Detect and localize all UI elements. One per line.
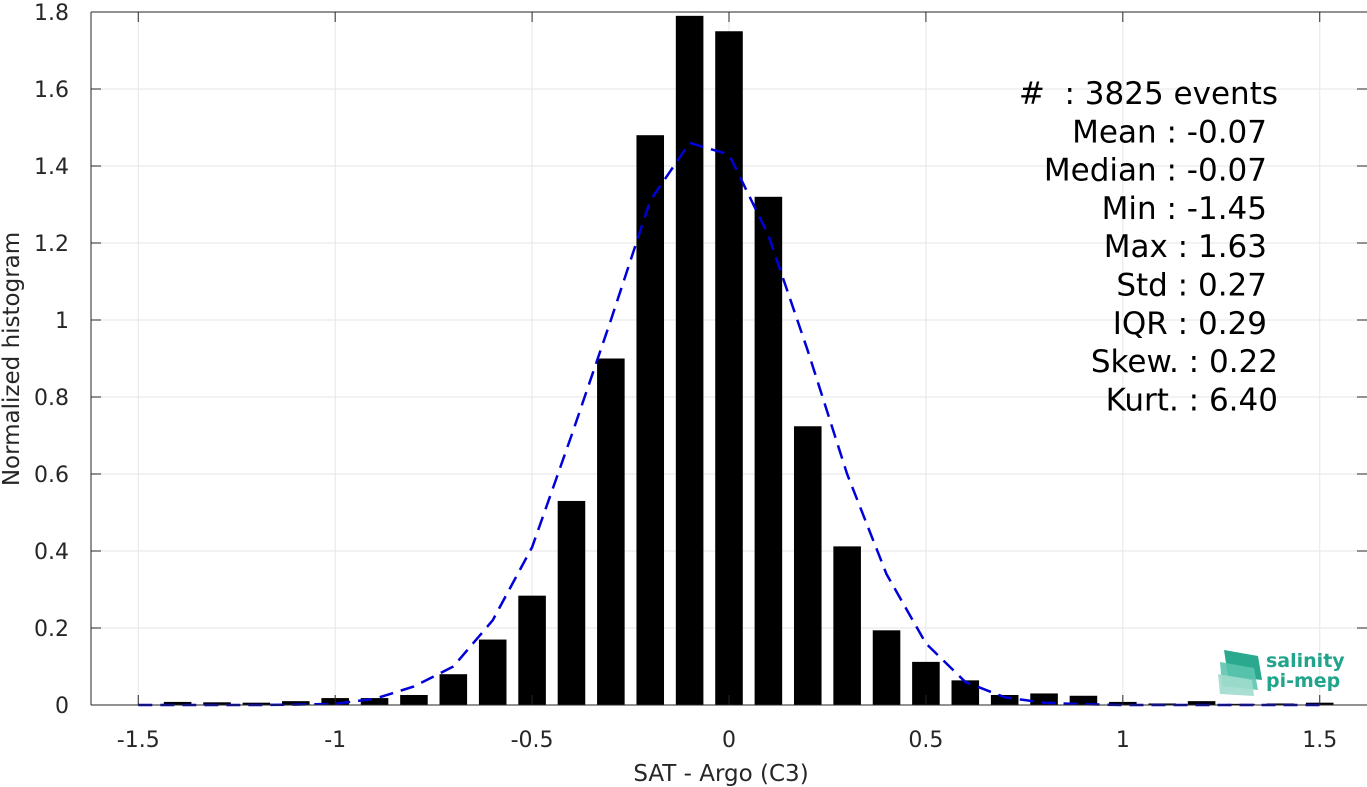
logo-text-salinity: salinity bbox=[1266, 650, 1345, 672]
histogram-bar bbox=[1266, 703, 1295, 705]
histogram-bar bbox=[597, 358, 625, 705]
stats-line: Skew. : 0.22 bbox=[1091, 344, 1278, 380]
y-tick-label: 1.2 bbox=[34, 232, 69, 257]
y-tick-label: 0.6 bbox=[34, 463, 69, 488]
stats-line: # : 3825 events bbox=[1019, 76, 1278, 112]
x-tick-label: 1 bbox=[1116, 728, 1130, 753]
stats-line: Min : -1.45 bbox=[1102, 191, 1267, 227]
x-tick-label: 0 bbox=[722, 728, 736, 753]
y-axis-ticks: 0 0.2 0.4 0.6 0.8 1 1.2 1.4 1.6 1.8 bbox=[34, 1, 1367, 719]
stats-line: Mean : -0.07 bbox=[1072, 114, 1267, 150]
histogram-bar bbox=[1069, 695, 1098, 705]
histogram-bar bbox=[872, 630, 901, 705]
histogram-bars bbox=[163, 15, 1334, 706]
histogram-bar bbox=[282, 701, 310, 705]
x-axis-label: SAT - Argo (C3) bbox=[633, 761, 808, 787]
y-tick-label: 1.6 bbox=[34, 78, 69, 103]
x-tick-label: -0.5 bbox=[511, 728, 554, 753]
histogram-bar bbox=[478, 639, 507, 705]
y-tick-label: 0.4 bbox=[34, 540, 69, 565]
histogram-bar bbox=[833, 546, 861, 705]
histogram-bar bbox=[793, 426, 822, 705]
histogram-bar bbox=[990, 694, 1019, 705]
histogram-bar bbox=[163, 701, 192, 705]
histogram-bar bbox=[400, 694, 428, 705]
logo-waves-icon bbox=[1218, 650, 1262, 696]
y-tick-label: 1.8 bbox=[34, 1, 69, 26]
stats-line: IQR : 0.29 bbox=[1113, 306, 1267, 342]
histogram-bar bbox=[360, 698, 389, 705]
y-tick-label: 0.2 bbox=[34, 617, 69, 642]
histogram-bar bbox=[557, 500, 586, 705]
histogram-bar bbox=[675, 15, 704, 706]
logo-text-pi-mep: pi-mep bbox=[1266, 670, 1340, 692]
salinity-pi-mep-logo: salinity pi-mep bbox=[1218, 650, 1345, 696]
stats-line: Max : 1.63 bbox=[1104, 229, 1267, 265]
stats-line: Kurt. : 6.40 bbox=[1106, 382, 1278, 418]
x-tick-label: -1 bbox=[324, 728, 346, 753]
x-tick-label: 0.5 bbox=[908, 728, 943, 753]
histogram-bar bbox=[754, 196, 783, 706]
y-axis-label: Normalized histogram bbox=[0, 232, 25, 486]
y-tick-label: 1 bbox=[55, 309, 69, 334]
x-tick-label: 1.5 bbox=[1302, 728, 1337, 753]
histogram-bar bbox=[518, 595, 546, 705]
y-tick-label: 0.8 bbox=[34, 386, 69, 411]
histogram-bar bbox=[951, 680, 980, 705]
histogram-bar bbox=[1030, 693, 1058, 705]
histogram-bar bbox=[1187, 701, 1216, 705]
histogram-bar bbox=[715, 31, 743, 705]
x-tick-label: -1.5 bbox=[117, 728, 160, 753]
y-tick-label: 1.4 bbox=[34, 155, 69, 180]
stats-line: Std : 0.27 bbox=[1116, 268, 1267, 304]
x-axis-ticks: -1.5 -1 -0.5 0 0.5 1 1.5 bbox=[117, 12, 1337, 753]
histogram-bar bbox=[203, 702, 231, 705]
histogram-bar bbox=[636, 135, 665, 705]
y-tick-label: 0 bbox=[55, 694, 69, 719]
stats-line: Median : -0.07 bbox=[1044, 153, 1267, 189]
histogram-bar bbox=[439, 674, 468, 705]
